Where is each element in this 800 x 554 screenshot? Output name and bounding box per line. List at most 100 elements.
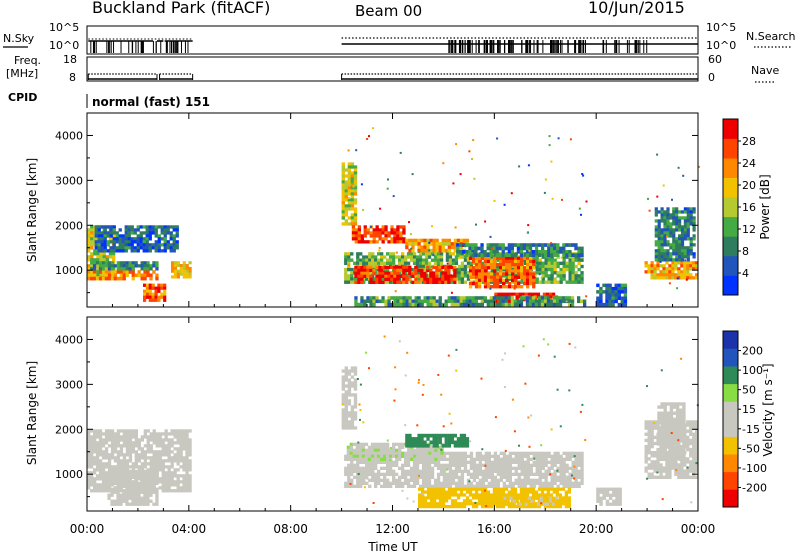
velocity-cell	[101, 450, 106, 454]
power-cell	[556, 243, 560, 247]
velocity-cell	[167, 432, 171, 436]
power-cell	[499, 266, 503, 270]
power-cell	[96, 267, 100, 271]
velocity-cell	[435, 505, 440, 509]
power-cell	[499, 263, 503, 267]
velocity-cell	[417, 433, 421, 438]
velocity-cell	[383, 484, 387, 488]
velocity-cell	[176, 450, 180, 454]
velocity-cell	[444, 496, 449, 500]
velocity-cell	[544, 460, 548, 464]
velocity-cell	[525, 490, 530, 494]
power-cell	[559, 267, 563, 272]
power-cell	[392, 255, 396, 259]
velocity-cell	[87, 456, 91, 460]
power-cell	[418, 280, 423, 284]
velocity-cell	[468, 487, 473, 491]
velocity-cell	[480, 493, 485, 497]
power-cell	[486, 246, 490, 251]
velocity-cell	[344, 390, 348, 394]
velocity-cell	[420, 443, 424, 448]
velocity-cell	[362, 466, 366, 470]
power-cell	[188, 266, 192, 270]
velocity-cell	[465, 440, 470, 445]
velocity-cell	[119, 465, 124, 469]
power-cell	[477, 246, 481, 251]
velocity-cell	[356, 469, 360, 473]
velocity-cell	[140, 478, 144, 482]
velocity-cell	[356, 463, 360, 467]
power-cell	[90, 228, 94, 232]
power-cell	[509, 292, 513, 296]
power-cell	[354, 234, 358, 238]
power-cell	[182, 266, 186, 270]
velocity-cell	[176, 456, 180, 460]
power-cell	[87, 276, 91, 281]
power-cell	[408, 299, 412, 304]
velocity-cell	[347, 369, 352, 373]
velocity-cell	[517, 463, 521, 467]
power-cell	[547, 250, 551, 254]
velocity-cell	[122, 490, 126, 494]
power-cell	[686, 210, 690, 214]
velocity-cell	[538, 451, 542, 455]
cpid-text: normal (fast) 151	[92, 95, 210, 109]
power-cell	[505, 274, 509, 278]
power-cell	[438, 268, 442, 272]
velocity-cell	[93, 480, 97, 484]
velocity-cell	[362, 481, 366, 485]
velocity-cell	[580, 463, 584, 467]
velocity-cell	[350, 460, 354, 464]
velocity-cell	[529, 457, 533, 461]
velocity-cell	[412, 484, 417, 488]
power-cell	[553, 250, 557, 254]
velocity-cell	[101, 486, 106, 490]
power-cell	[119, 264, 123, 268]
power-cell	[686, 270, 690, 274]
power-cell	[426, 242, 430, 246]
power-speckle	[468, 150, 471, 153]
velocity-cell	[377, 472, 381, 476]
power-cell	[567, 296, 572, 300]
velocity-cell	[406, 460, 411, 464]
velocity-cell	[421, 472, 426, 476]
power-colorbar-tick-label: 4	[742, 267, 749, 280]
velocity-cell	[182, 486, 186, 490]
power-cell	[683, 255, 687, 259]
velocity-cell	[547, 466, 551, 470]
power-cell	[426, 248, 430, 253]
power-cell	[390, 271, 394, 275]
velocity-cell	[392, 472, 396, 476]
velocity-cell	[465, 443, 470, 448]
power-cell	[399, 280, 403, 284]
power-cell	[660, 231, 664, 235]
power-cell	[111, 255, 116, 259]
velocity-cell	[155, 432, 159, 436]
power-cell	[519, 299, 524, 304]
velocity-cell	[406, 472, 411, 476]
power-cell	[341, 177, 345, 181]
power-cell	[429, 268, 433, 272]
velocity-cell	[409, 466, 414, 470]
power-cell	[550, 271, 554, 275]
power-cell	[541, 243, 545, 247]
velocity-cell	[481, 478, 485, 482]
power-cell	[675, 207, 679, 211]
power-cell	[678, 249, 682, 253]
power-cell	[596, 302, 600, 307]
velocity-cell	[188, 474, 192, 478]
nsky-tick-bottom: 10^0	[49, 39, 79, 52]
velocity-cell	[398, 457, 402, 461]
power-cell	[381, 228, 385, 232]
velocity-cell	[155, 469, 159, 473]
velocity-cell	[447, 443, 451, 448]
velocity-cell	[149, 490, 153, 494]
power-cell	[459, 296, 463, 300]
velocity-cell	[459, 433, 464, 438]
velocity-cell	[137, 496, 141, 500]
power-cell	[451, 258, 456, 262]
velocity-cell	[347, 387, 352, 391]
power-cell	[456, 250, 460, 254]
power-cell	[357, 274, 361, 278]
power-cell	[420, 274, 424, 278]
